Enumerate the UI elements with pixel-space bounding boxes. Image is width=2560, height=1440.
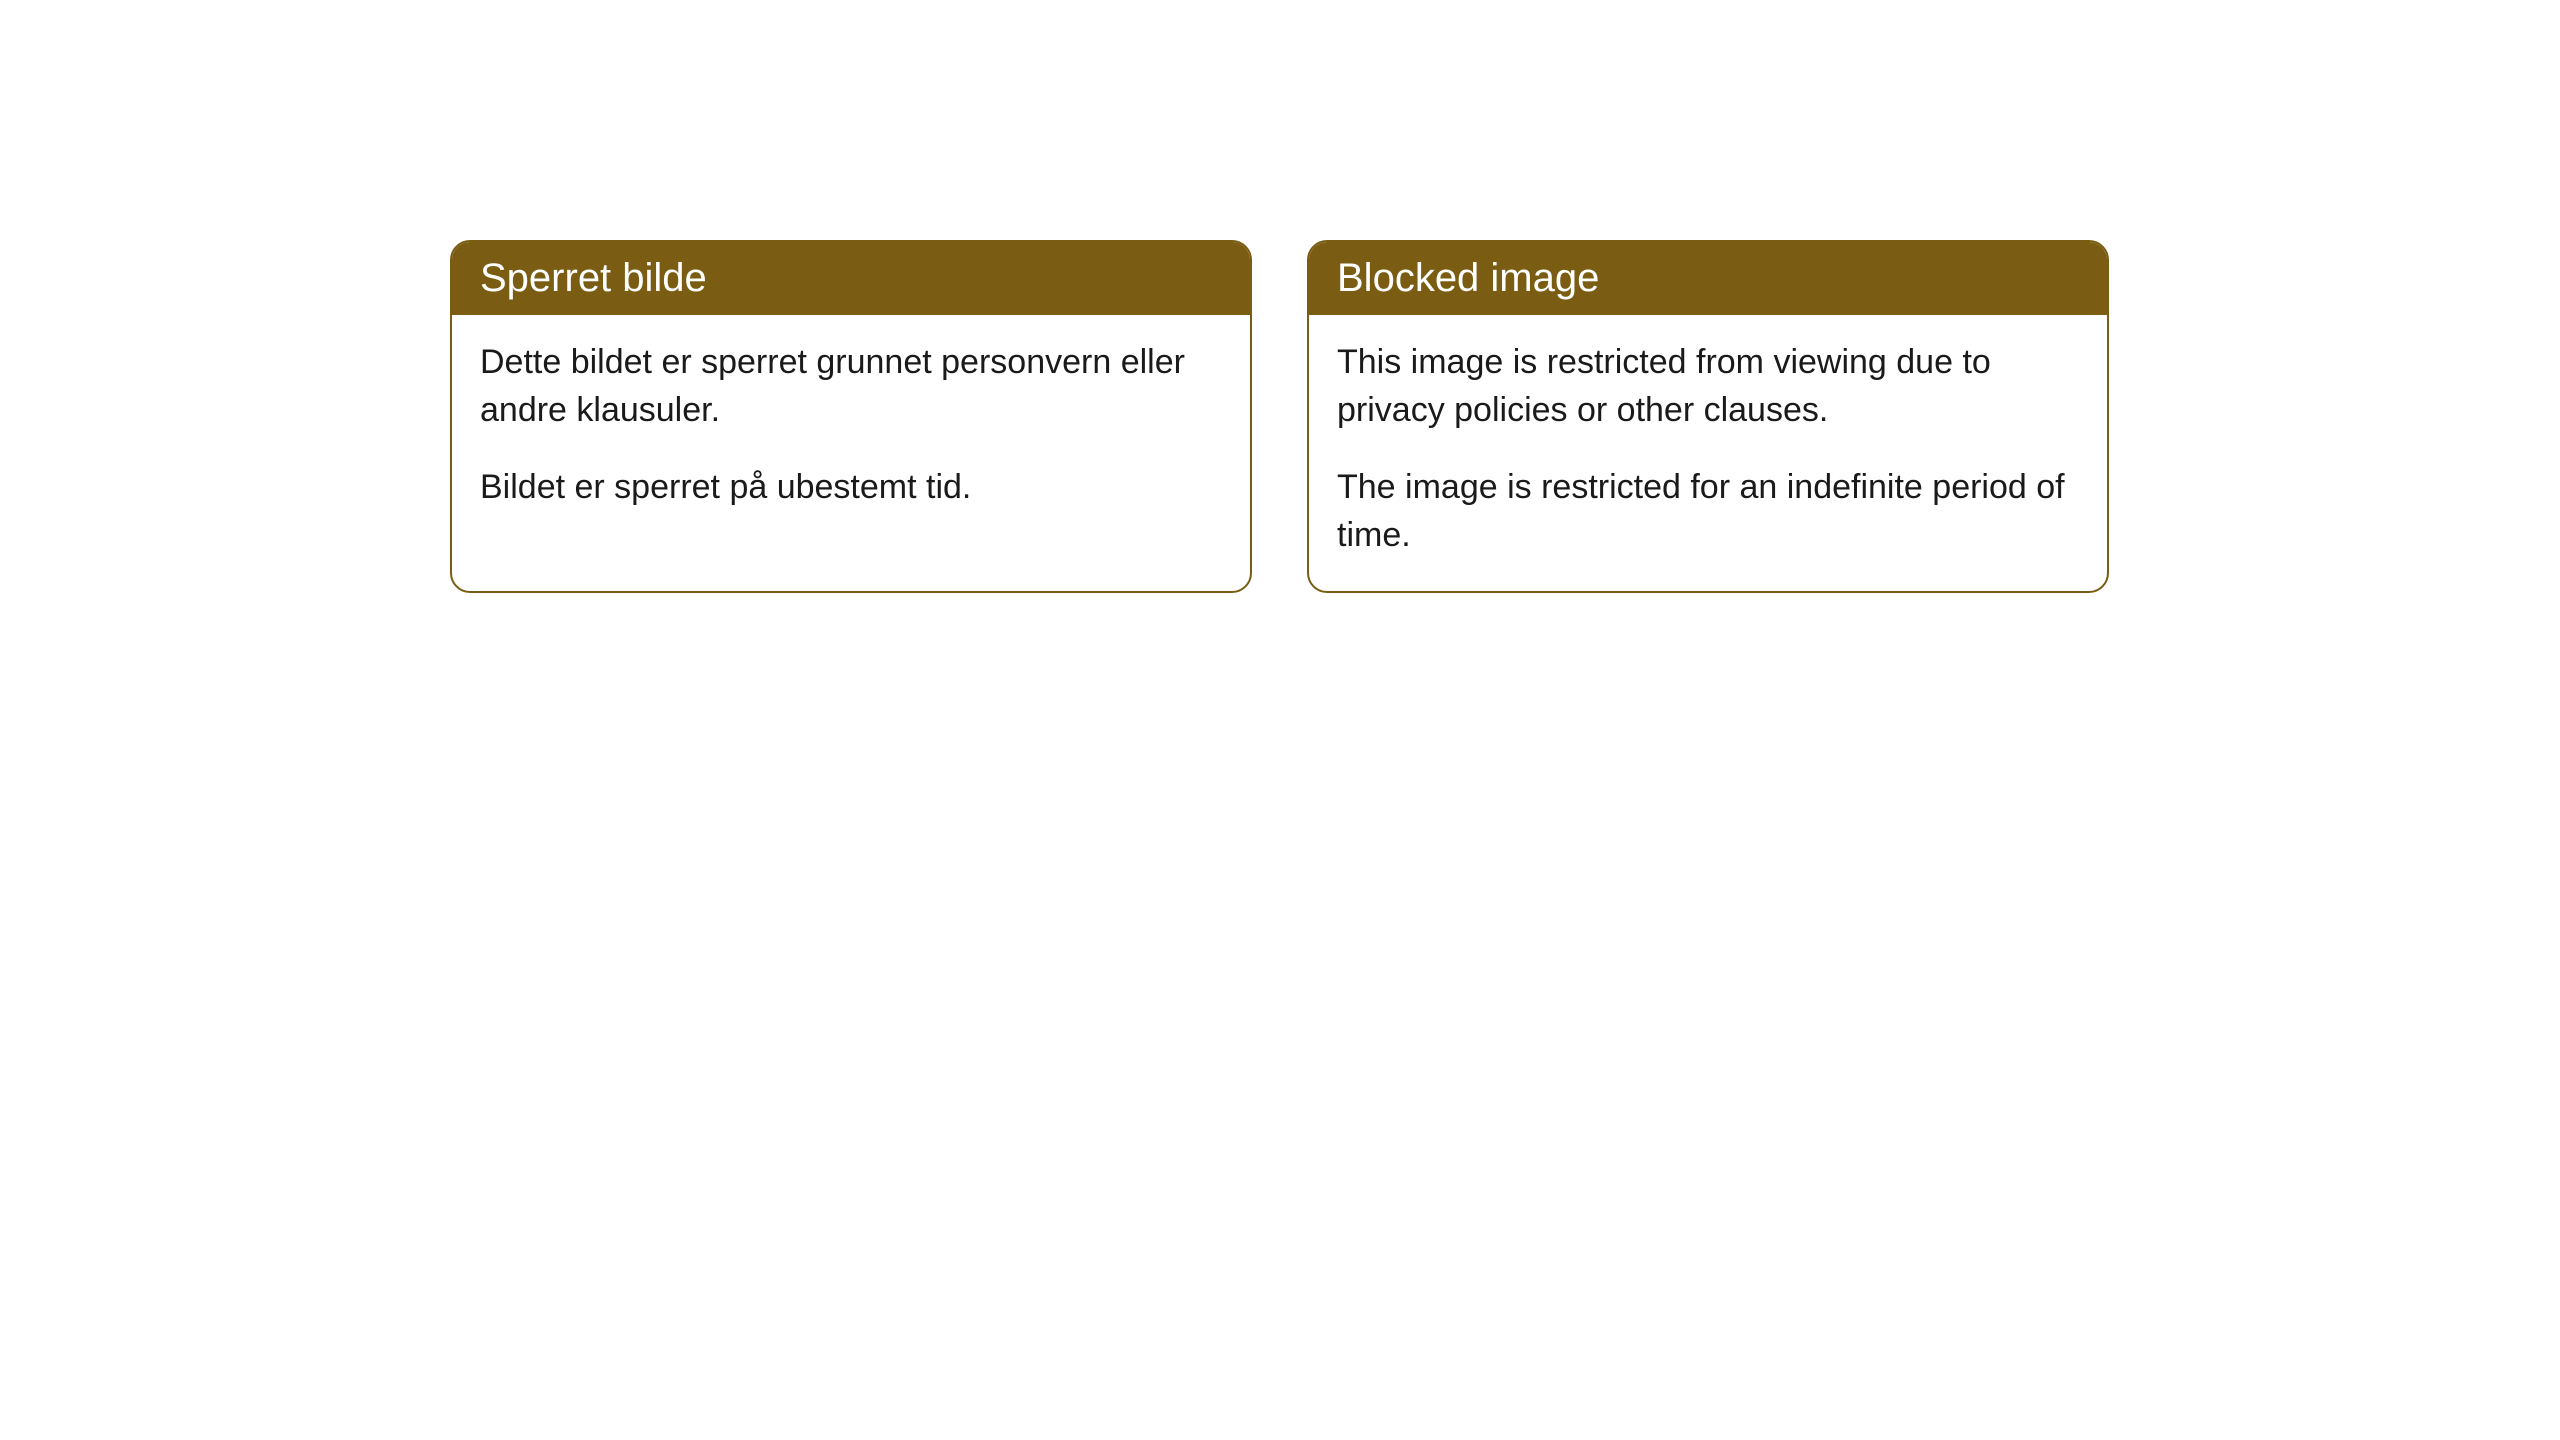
card-paragraph: The image is restricted for an indefinit… xyxy=(1337,464,2079,559)
cards-container: Sperret bilde Dette bildet er sperret gr… xyxy=(450,240,2560,593)
card-header-norwegian: Sperret bilde xyxy=(452,242,1250,315)
card-body-english: This image is restricted from viewing du… xyxy=(1309,315,2107,591)
card-paragraph: Dette bildet er sperret grunnet personve… xyxy=(480,339,1222,434)
card-body-norwegian: Dette bildet er sperret grunnet personve… xyxy=(452,315,1250,544)
card-title: Blocked image xyxy=(1337,256,1599,300)
card-english: Blocked image This image is restricted f… xyxy=(1307,240,2109,593)
card-paragraph: Bildet er sperret på ubestemt tid. xyxy=(480,464,1222,512)
card-header-english: Blocked image xyxy=(1309,242,2107,315)
card-title: Sperret bilde xyxy=(480,256,707,300)
card-paragraph: This image is restricted from viewing du… xyxy=(1337,339,2079,434)
card-norwegian: Sperret bilde Dette bildet er sperret gr… xyxy=(450,240,1252,593)
